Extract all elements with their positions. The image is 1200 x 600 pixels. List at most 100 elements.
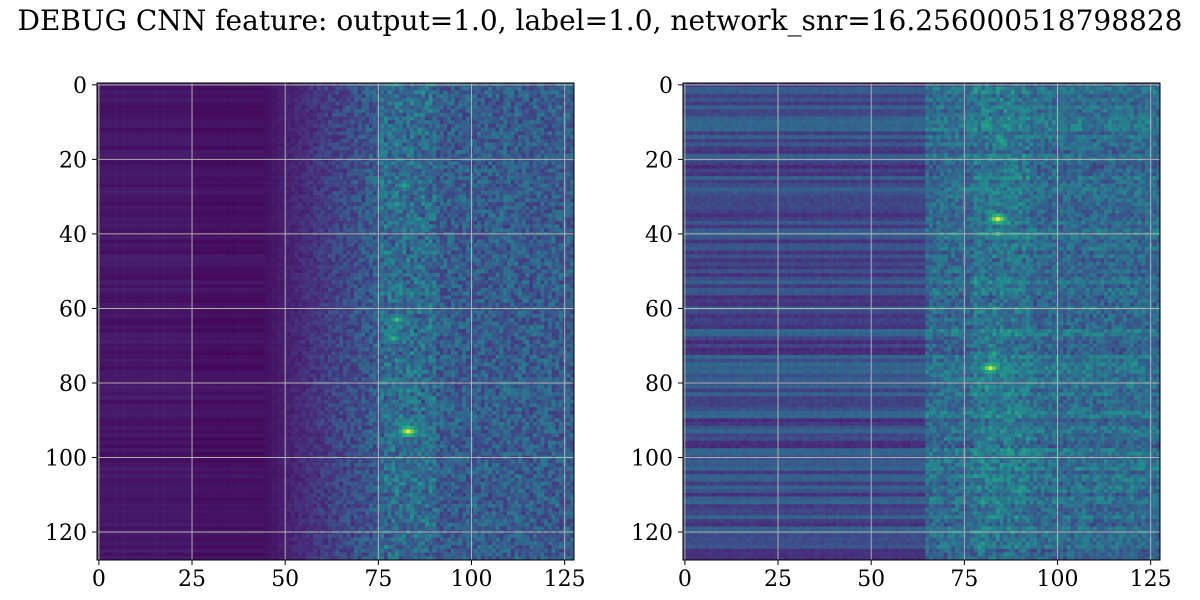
heatmap-cell	[216, 146, 220, 150]
heatmap-cell	[458, 154, 462, 158]
heatmap-cell	[429, 161, 433, 165]
heatmap-cell	[410, 146, 414, 150]
heatmap-cell	[503, 180, 507, 184]
heatmap-cell	[499, 187, 503, 191]
heatmap-cell	[425, 150, 429, 154]
heatmap-cell	[104, 161, 108, 165]
heatmap-cell	[157, 191, 161, 195]
heatmap-cell	[399, 199, 403, 203]
heatmap-cell	[350, 150, 354, 154]
heatmap-cell	[518, 117, 522, 121]
heatmap-cell	[168, 146, 172, 150]
heatmap-cell	[369, 90, 373, 94]
heatmap-cell	[365, 124, 369, 128]
heatmap-cell	[101, 154, 105, 158]
heatmap-cell	[112, 180, 116, 184]
heatmap-cell	[101, 191, 105, 195]
heatmap-cell	[559, 139, 563, 143]
heatmap-cell	[261, 135, 265, 139]
heatmap-cell	[477, 87, 481, 91]
heatmap-cell	[555, 124, 559, 128]
heatmap-cell	[362, 105, 366, 109]
heatmap-cell	[213, 102, 217, 106]
heatmap-cell	[350, 135, 354, 139]
heatmap-cell	[168, 124, 172, 128]
heatmap-cell	[119, 154, 123, 158]
heatmap-cell	[485, 165, 489, 169]
heatmap-cell	[306, 202, 310, 206]
heatmap-cell	[451, 165, 455, 169]
heatmap-cell	[239, 94, 243, 98]
heatmap-cell	[388, 94, 392, 98]
heatmap-cell	[149, 191, 153, 195]
heatmap-cell	[291, 98, 295, 102]
heatmap-cell	[108, 128, 112, 132]
heatmap-cell	[250, 120, 254, 124]
heatmap-cell	[473, 90, 477, 94]
heatmap-cell	[451, 187, 455, 191]
heatmap-cell	[298, 143, 302, 147]
heatmap-cell	[216, 176, 220, 180]
heatmap-cell	[425, 199, 429, 203]
heatmap-cell	[172, 98, 176, 102]
heatmap-cell	[116, 102, 120, 106]
heatmap-cell	[220, 202, 224, 206]
heatmap-cell	[209, 202, 213, 206]
heatmap-cell	[119, 176, 123, 180]
heatmap-cell	[153, 128, 157, 132]
heatmap-cell	[112, 195, 116, 199]
heatmap-cell	[101, 195, 105, 199]
heatmap-cell	[179, 131, 183, 135]
heatmap-cell	[205, 131, 209, 135]
heatmap-cell	[362, 176, 366, 180]
heatmap-cell	[227, 102, 231, 106]
heatmap-cell	[309, 87, 313, 91]
heatmap-cell	[414, 105, 418, 109]
heatmap-cell	[324, 172, 328, 176]
heatmap-cell	[272, 169, 276, 173]
heatmap-cell	[198, 102, 202, 106]
heatmap-cell	[429, 102, 433, 106]
heatmap-cell	[164, 180, 168, 184]
heatmap-cell	[220, 154, 224, 158]
heatmap-cell	[455, 165, 459, 169]
heatmap-cell	[518, 139, 522, 143]
heatmap-cell	[309, 187, 313, 191]
heatmap-cell	[220, 135, 224, 139]
heatmap-cell	[104, 102, 108, 106]
heatmap-cell	[373, 143, 377, 147]
heatmap-cell	[268, 109, 272, 113]
heatmap-cell	[417, 195, 421, 199]
heatmap-cell	[205, 146, 209, 150]
heatmap-cell	[309, 139, 313, 143]
heatmap-cell	[153, 98, 157, 102]
heatmap-cell	[324, 128, 328, 132]
heatmap-cell	[380, 202, 384, 206]
heatmap-cell	[417, 90, 421, 94]
heatmap-cell	[291, 191, 295, 195]
heatmap-cell	[257, 184, 261, 188]
heatmap-cell	[160, 154, 164, 158]
heatmap-cell	[425, 128, 429, 132]
heatmap-cell	[526, 98, 530, 102]
heatmap-cell	[183, 176, 187, 180]
heatmap-cell	[213, 124, 217, 128]
heatmap-cell	[567, 202, 571, 206]
heatmap-cell	[295, 128, 299, 132]
heatmap-cell	[123, 102, 127, 106]
heatmap-cell	[388, 102, 392, 106]
heatmap-cell	[302, 191, 306, 195]
heatmap-cell	[447, 98, 451, 102]
heatmap-cell	[473, 161, 477, 165]
heatmap-cell	[537, 180, 541, 184]
heatmap-cell	[160, 102, 164, 106]
heatmap-cell	[552, 161, 556, 165]
heatmap-cell	[425, 165, 429, 169]
heatmap-cell	[544, 199, 548, 203]
heatmap-cell	[417, 105, 421, 109]
heatmap-cell	[201, 87, 205, 91]
heatmap-cell	[380, 191, 384, 195]
heatmap-cell	[432, 90, 436, 94]
heatmap-cell	[306, 195, 310, 199]
heatmap-cell	[362, 102, 366, 106]
